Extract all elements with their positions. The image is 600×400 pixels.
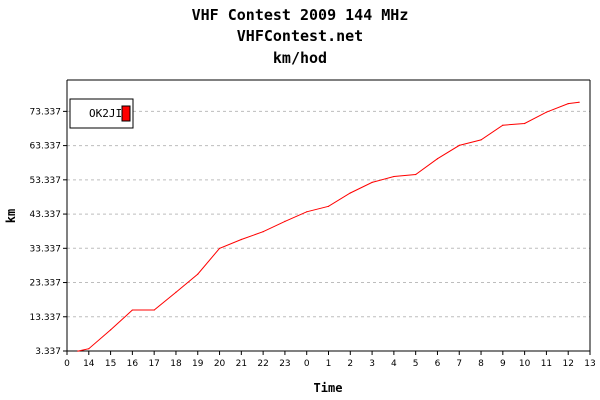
x-tick-label: 6 [435,359,441,369]
legend-swatch [121,105,131,122]
y-tick-label: 63.337 [30,142,62,152]
data-point [240,238,242,241]
x-tick-label: 7 [456,359,462,369]
data-point [524,122,526,125]
data-point [545,111,548,113]
x-tick-label: 21 [236,359,247,369]
x-tick-label: 15 [105,359,116,369]
x-axis-label: Time [314,381,343,395]
x-tick-label: 4 [391,359,397,369]
data-point [197,273,199,275]
x-tick-label: 5 [413,359,419,369]
data-point [371,181,373,183]
y-tick-label: 73.337 [30,107,62,117]
y-tick-label: 53.337 [30,176,62,186]
x-tick-label: 16 [127,359,139,369]
x-tick-label: 0 [304,359,310,369]
x-tick-label: 11 [541,359,552,369]
data-point [436,158,439,160]
data-point [393,175,395,178]
data-point [306,211,308,213]
x-tick-label: 23 [279,359,290,369]
series-line-OK2JI [77,101,580,352]
data-point [131,309,133,311]
x-tick-label: 0 [64,359,70,369]
x-tick-label: 12 [562,359,573,369]
data-point [77,350,79,352]
y-tick-label: 33.337 [30,244,62,254]
data-point [327,205,330,207]
x-tick-label: 2 [347,359,353,369]
x-axis-ticks: 0141516171819202122230123456789101112132… [64,351,596,369]
data-point [578,101,580,103]
x-tick-label: 19 [192,359,204,369]
data-point [153,309,155,311]
data-point [567,103,569,105]
legend-entry-label: OK2JI [89,107,122,120]
data-point [262,231,264,233]
y-axis-ticks: 3.337 13.337 23.337 33.337 43.337 53.337 63.33… [30,107,67,357]
data-point [458,144,460,146]
y-tick-label: 13.337 [30,313,62,323]
y-tick-label: 3.337 [35,347,61,357]
x-tick-label: 17 [148,359,159,369]
x-tick-label: 20 [214,359,226,369]
x-tick-label: 3 [369,359,375,369]
y-axis-label: km [4,209,18,223]
data-point [109,329,112,331]
data-point [284,220,286,222]
grid-lines [67,110,590,318]
x-tick-label: 18 [170,359,182,369]
series-layer [77,101,580,352]
y-tick-label: 43.337 [30,210,62,220]
data-point [218,247,221,250]
data-point [349,192,351,194]
x-tick-label: 14 [83,359,95,369]
data-point [415,173,417,176]
x-tick-label: 8 [478,359,484,369]
x-tick-label: 22 [257,359,268,369]
legend: OK2JI [69,98,134,129]
data-point [502,124,504,126]
x-tick-label: 10 [519,359,531,369]
data-point [88,348,90,350]
x-tick-label: 1 [326,359,332,369]
y-tick-label: 23.337 [30,279,62,289]
chart-title-line-1: VHF Contest 2009 144 MHz [192,6,409,24]
data-point [480,139,482,141]
chart-title-line-2: VHFContest.net [237,27,363,45]
data-point [175,291,177,293]
x-tick-label: 9 [500,359,506,369]
x-tick-label: 13 [584,359,595,369]
chart-title-line-3: km/hod [273,49,327,67]
